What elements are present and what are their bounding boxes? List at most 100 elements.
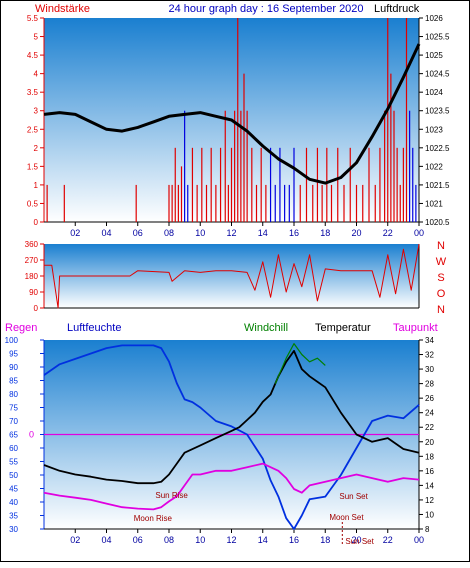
pressure-tick-label: 1023 <box>425 125 443 134</box>
hour-tick-label: 04 <box>101 535 111 545</box>
humidity-tick-label: 90 <box>9 363 18 372</box>
humidity-tick-label: 100 <box>5 336 19 345</box>
sun-set-label: Sun Set <box>339 492 368 501</box>
temperature-tick-label: 16 <box>425 467 434 476</box>
pressure-axis-title: Luftdruck <box>374 3 420 15</box>
wind-tick-label: 3.5 <box>27 88 39 97</box>
hour-tick-label: 10 <box>195 228 205 238</box>
humidity-tick-label: 85 <box>9 377 18 386</box>
humidity-tick-label: 65 <box>9 431 18 440</box>
windchill-line <box>274 343 326 384</box>
hour-tick-label: 20 <box>351 535 361 545</box>
wind-tick-label: 3 <box>34 107 39 116</box>
direction-tick-label: 90 <box>29 288 38 297</box>
legend-rain: Regen <box>5 322 37 334</box>
wind-direction-line <box>44 243 420 309</box>
dewpoint-line <box>43 462 420 511</box>
pressure-tick-label: 1025.5 <box>425 33 450 42</box>
hour-tick-label: 12 <box>226 228 236 238</box>
wind-pressure-chart: 0 0.5 1 1.5 2 2.5 3 3.5 4 4.5 5 5.5 1020.5 1021 1021.5… <box>27 14 450 238</box>
temperature-tick-label: 22 <box>425 423 434 432</box>
hour-tick-label: 00 <box>414 535 424 545</box>
direction-tick-label: 270 <box>25 256 39 265</box>
wind-tick-label: 2.5 <box>27 125 39 134</box>
pressure-tick-label: 1021 <box>425 199 443 208</box>
pressure-tick-label: 1021.5 <box>425 181 450 190</box>
pressure-tick-label: 1024 <box>425 88 443 97</box>
temperature-tick-label: 12 <box>425 496 434 505</box>
wind-tick-label: 0 <box>34 218 39 227</box>
humidity-tick-label: 30 <box>9 525 18 534</box>
hour-tick-label: 16 <box>289 228 299 238</box>
legend-dewpoint: Taupunkt <box>393 322 438 334</box>
humidity-tick-label: 35 <box>9 512 18 521</box>
temperature-tick-label: 24 <box>425 409 434 418</box>
temperature-line <box>43 349 420 485</box>
humidity-tick-label: 50 <box>9 471 18 480</box>
humidity-tick-label: 70 <box>9 417 18 426</box>
compass-letter: S <box>437 272 444 284</box>
temperature-tick-label: 18 <box>425 452 434 461</box>
humidity-line <box>43 344 420 530</box>
wind-tick-label: 2 <box>34 144 39 153</box>
sun-set-bottom-label: Sun Set <box>345 537 374 546</box>
pressure-tick-label: 1023.5 <box>425 107 450 116</box>
pressure-tick-label: 1026 <box>425 14 443 23</box>
hour-tick-label: 14 <box>258 228 268 238</box>
pressure-line <box>43 43 421 185</box>
compass-letter: N <box>437 240 445 252</box>
humidity-temperature-chart: 3035404550556065707580859095100810121416… <box>5 336 434 546</box>
hour-tick-label: 16 <box>289 535 299 545</box>
temperature-tick-label: 34 <box>425 336 434 345</box>
humidity-tick-label: 75 <box>9 404 18 413</box>
hour-tick-label: 12 <box>226 535 236 545</box>
direction-tick-label: 360 <box>25 240 39 249</box>
hour-tick-label: 08 <box>164 228 174 238</box>
wind-tick-label: 1.5 <box>27 162 39 171</box>
legend-temperature: Temperatur <box>315 322 371 334</box>
pressure-tick-label: 1022 <box>425 162 443 171</box>
moon-set-label: Moon Set <box>329 513 364 522</box>
hour-tick-label: 00 <box>414 228 424 238</box>
wind-tick-label: 0.5 <box>27 199 39 208</box>
humidity-tick-label: 60 <box>9 444 18 453</box>
temperature-tick-label: 28 <box>425 380 434 389</box>
pressure-tick-label: 1020.5 <box>425 218 450 227</box>
wind-axis-title: Windstärke <box>35 3 90 15</box>
hour-tick-label: 02 <box>70 228 80 238</box>
humidity-tick-label: 40 <box>9 498 18 507</box>
wind-tick-label: 5 <box>34 33 39 42</box>
legend-humidity: Luftfeuchte <box>67 322 121 334</box>
temperature-tick-label: 8 <box>425 525 430 534</box>
hour-tick-label: 02 <box>70 535 80 545</box>
temperature-tick-label: 20 <box>425 438 434 447</box>
temperature-tick-label: 14 <box>425 481 434 490</box>
hour-tick-label: 04 <box>101 228 111 238</box>
legend-windchill: Windchill <box>244 322 288 334</box>
wind-tick-label: 4 <box>34 70 39 79</box>
compass-letter: N <box>437 304 445 316</box>
hour-tick-label: 18 <box>320 228 330 238</box>
hour-tick-label: 08 <box>164 535 174 545</box>
hour-tick-label: 06 <box>133 228 143 238</box>
hour-tick-label: 22 <box>383 535 393 545</box>
humidity-tick-label: 80 <box>9 390 18 399</box>
temperature-tick-label: 26 <box>425 394 434 403</box>
chart-date-title: 24 hour graph day : 16 September 2020 <box>168 3 363 15</box>
pressure-tick-label: 1022.5 <box>425 144 450 153</box>
temperature-tick-label: 30 <box>425 365 434 374</box>
compass-letter: W <box>436 256 447 268</box>
hour-tick-label: 10 <box>195 535 205 545</box>
humidity-tick-label: 95 <box>9 350 18 359</box>
humidity-tick-label: 55 <box>9 458 18 467</box>
hour-tick-label: 20 <box>351 228 361 238</box>
direction-tick-label: 180 <box>25 272 39 281</box>
humidity-tick-label: 45 <box>9 485 18 494</box>
temperature-tick-label: 10 <box>425 510 434 519</box>
rain-zero-label: 0 <box>29 430 34 440</box>
compass-letter: O <box>437 288 446 300</box>
hour-tick-label: 18 <box>320 535 330 545</box>
